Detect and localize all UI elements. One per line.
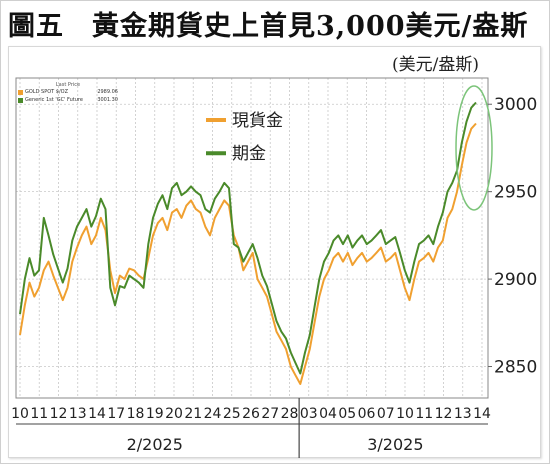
x-tick-label: 11 [415, 406, 433, 422]
mini-legend-swatch-spot [18, 89, 23, 95]
x-tick-label: 26 [242, 406, 260, 422]
mini-legend-name: Generic 1st 'GC' Future [25, 97, 83, 103]
mini-legend-title: Last Price [55, 82, 81, 88]
highlight-ellipse [455, 85, 493, 211]
x-tick-label: 10 [396, 406, 414, 422]
series-line-future [19, 101, 477, 375]
x-tick-label: 07 [377, 406, 395, 422]
y-axis-unit-label: (美元/盎斯) [392, 55, 479, 75]
legend-label: 期金 [232, 144, 266, 164]
mini-legend-row: GOLD SPOT $/OZ 2989.06 [18, 88, 118, 96]
x-tick-label: 12 [435, 406, 453, 422]
y-tick-label: 2900 [494, 270, 537, 290]
x-tick-label: 27 [261, 406, 279, 422]
x-tick-label: 05 [338, 406, 356, 422]
y-tick-label: 2950 [494, 183, 537, 203]
x-tick-label: 19 [146, 406, 164, 422]
chart-title: 圖五 黃金期貨史上首見3,000美元/盎斯 [8, 11, 529, 42]
y-tick-label: 3000 [494, 95, 537, 115]
x-tick-label: 14 [88, 406, 106, 422]
x-tick-label: 10 [11, 406, 29, 422]
y-tick-label: 2850 [494, 358, 537, 378]
x-tick-label: 04 [319, 406, 337, 422]
x-tick-label: 12 [50, 406, 68, 422]
legend-label: 現貨金 [232, 111, 283, 131]
month-label: 3/2025 [367, 435, 423, 454]
month-label: 2/2025 [127, 435, 183, 454]
x-tick-label: 11 [30, 406, 48, 422]
x-tick-label: 06 [358, 406, 376, 422]
x-tick-label: 25 [223, 406, 241, 422]
mini-legend-value: 3001.30 [97, 97, 118, 103]
x-tick-label: 03 [300, 406, 318, 422]
mini-legend-row: Generic 1st 'GC' Future 3001.30 [18, 96, 118, 104]
x-tick-label: 13 [454, 406, 472, 422]
mini-legend-value: 2989.06 [97, 89, 118, 95]
x-tick-label: 28 [281, 406, 299, 422]
mini-legend: Last Price GOLD SPOT $/OZ 2989.06 Generi… [18, 82, 118, 116]
mini-legend-swatch-future [18, 97, 23, 103]
x-tick-label: 13 [69, 406, 87, 422]
x-tick-label: 14 [473, 406, 491, 422]
x-tick-label: 20 [165, 406, 183, 422]
x-tick-label: 17 [107, 406, 125, 422]
x-tick-label: 21 [184, 406, 202, 422]
series-line-spot [19, 122, 477, 385]
x-tick-label: 24 [204, 406, 222, 422]
x-tick-label: 18 [127, 406, 145, 422]
plot-border [15, 77, 489, 399]
mini-legend-name: GOLD SPOT $/OZ [25, 89, 69, 95]
